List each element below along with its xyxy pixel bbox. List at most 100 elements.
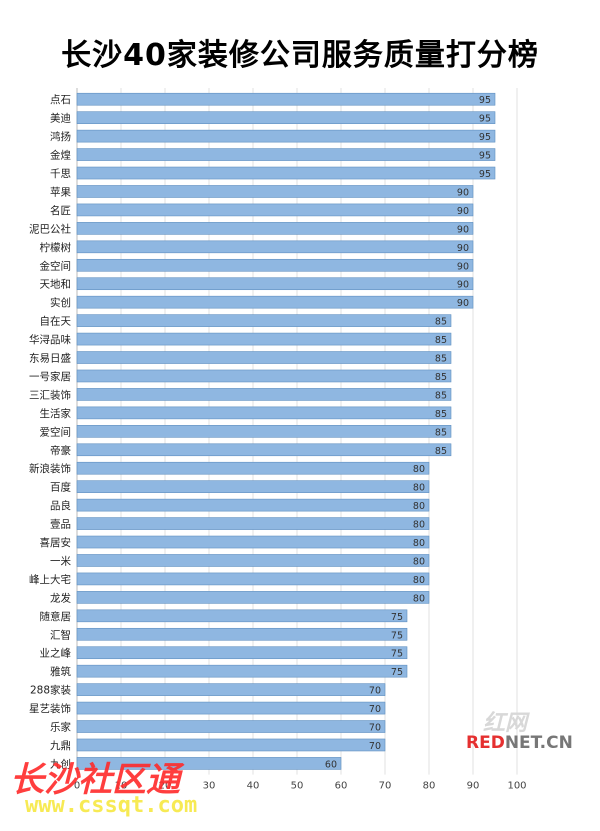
bar (76, 111, 496, 124)
data-label: 80 (413, 575, 425, 586)
bar (76, 572, 430, 586)
category-label: 东易日盛 (29, 352, 71, 365)
bar (76, 148, 496, 161)
category-label: 自在天 (40, 315, 72, 328)
data-label: 80 (413, 538, 425, 549)
data-label: 70 (369, 723, 381, 734)
x-tick-label: 10 (115, 781, 128, 792)
bar (76, 738, 386, 752)
category-label: 九鼎 (50, 740, 71, 752)
data-label: 95 (479, 132, 491, 143)
category-label: 百度 (50, 481, 71, 494)
bar (76, 517, 430, 530)
category-label: 名匠 (50, 204, 71, 217)
category-label: 新浪装饰 (29, 462, 71, 475)
data-label: 85 (435, 390, 447, 401)
x-tick-label: 70 (379, 781, 392, 792)
x-tick-label: 20 (159, 781, 172, 792)
category-labels: 点石美迪鸿扬金煌千思苹果名匠泥巴公社柠檬树金空间天地和实创自在天华浔品味东易日盛… (29, 94, 71, 770)
x-tick-label: 40 (247, 781, 260, 792)
data-label: 70 (369, 686, 381, 697)
bar (76, 406, 452, 420)
bar (76, 757, 342, 770)
bar (76, 554, 430, 567)
category-label: 华浔品味 (29, 333, 71, 346)
category-label: 随意居 (40, 610, 72, 623)
bar (76, 443, 452, 457)
category-label: 千思 (50, 168, 71, 180)
bar (76, 535, 430, 549)
category-label: 峰上大宅 (29, 573, 71, 586)
bar (76, 314, 452, 327)
bar (76, 461, 430, 475)
data-label: 85 (435, 317, 447, 328)
category-label: 288家装 (30, 684, 72, 697)
category-label: 金煌 (50, 149, 71, 162)
data-label: 90 (457, 187, 469, 198)
data-label: 75 (391, 630, 403, 641)
data-label: 80 (413, 593, 425, 604)
value-labels: 95 95 95 95 95 90 90 90 90 90 90 90 85 85 85 85 85 85 85 85… (325, 95, 491, 770)
data-label: 85 (435, 427, 447, 438)
data-label: 85 (435, 372, 447, 383)
bar (76, 332, 452, 346)
category-label: 汇智 (50, 628, 71, 641)
bar (76, 480, 430, 493)
bar (76, 720, 386, 733)
data-label: 95 (479, 114, 491, 125)
category-label: 一米 (50, 554, 71, 567)
data-label: 80 (413, 520, 425, 531)
bar (76, 258, 474, 272)
category-label: 柠檬树 (40, 241, 72, 254)
data-label: 75 (391, 612, 403, 623)
x-tick-label: 50 (291, 781, 304, 792)
bar (76, 185, 474, 198)
bar (76, 664, 408, 678)
rednet-logo-cn: 红网 (483, 711, 528, 736)
data-label: 80 (413, 556, 425, 567)
category-label: 乐家 (50, 721, 71, 734)
bar (76, 277, 474, 291)
category-label: 龙发 (50, 591, 71, 604)
x-tick-label: 30 (203, 781, 216, 792)
bar (76, 129, 496, 143)
x-tick-label: 0 (74, 781, 80, 792)
category-label: 天地和 (40, 278, 72, 291)
bar (76, 609, 408, 623)
data-label: 85 (435, 335, 447, 346)
x-tick-label: 60 (335, 781, 348, 792)
bar (76, 295, 474, 309)
category-label: 壹品 (50, 518, 71, 531)
data-label: 75 (391, 649, 403, 660)
category-label: 九创 (50, 757, 71, 770)
bar (76, 646, 408, 660)
bar (76, 166, 496, 180)
bar (76, 240, 474, 254)
bar (76, 425, 452, 438)
category-label: 泥巴公社 (29, 222, 71, 235)
chart-title: 长沙40家装修公司服务质量打分榜 (61, 38, 539, 73)
category-label: 帝豪 (50, 444, 71, 457)
bars (76, 92, 496, 770)
bar (76, 369, 452, 383)
category-label: 苹果 (50, 185, 71, 198)
x-axis-ticks: 0 10 20 30 40 50 60 70 80 90 100 (74, 781, 527, 792)
bar (76, 388, 452, 401)
x-tick-label: 100 (507, 781, 526, 792)
category-label: 喜居安 (40, 536, 72, 549)
watermark-site-name: 长沙社区通 (10, 760, 180, 800)
data-label: 95 (479, 169, 491, 180)
bar (76, 92, 496, 106)
data-label: 80 (413, 464, 425, 475)
category-label: 一号家居 (29, 370, 71, 383)
data-label: 95 (479, 151, 491, 162)
bar (76, 591, 430, 604)
category-label: 业之峰 (40, 647, 72, 660)
bar (76, 222, 474, 235)
category-label: 三汇装饰 (29, 388, 71, 401)
category-label: 美迪 (50, 112, 71, 125)
category-label: 品良 (50, 499, 71, 512)
data-label: 90 (457, 206, 469, 217)
rednet-logo: REDNET.CN (466, 733, 573, 753)
data-label: 85 (435, 446, 447, 457)
